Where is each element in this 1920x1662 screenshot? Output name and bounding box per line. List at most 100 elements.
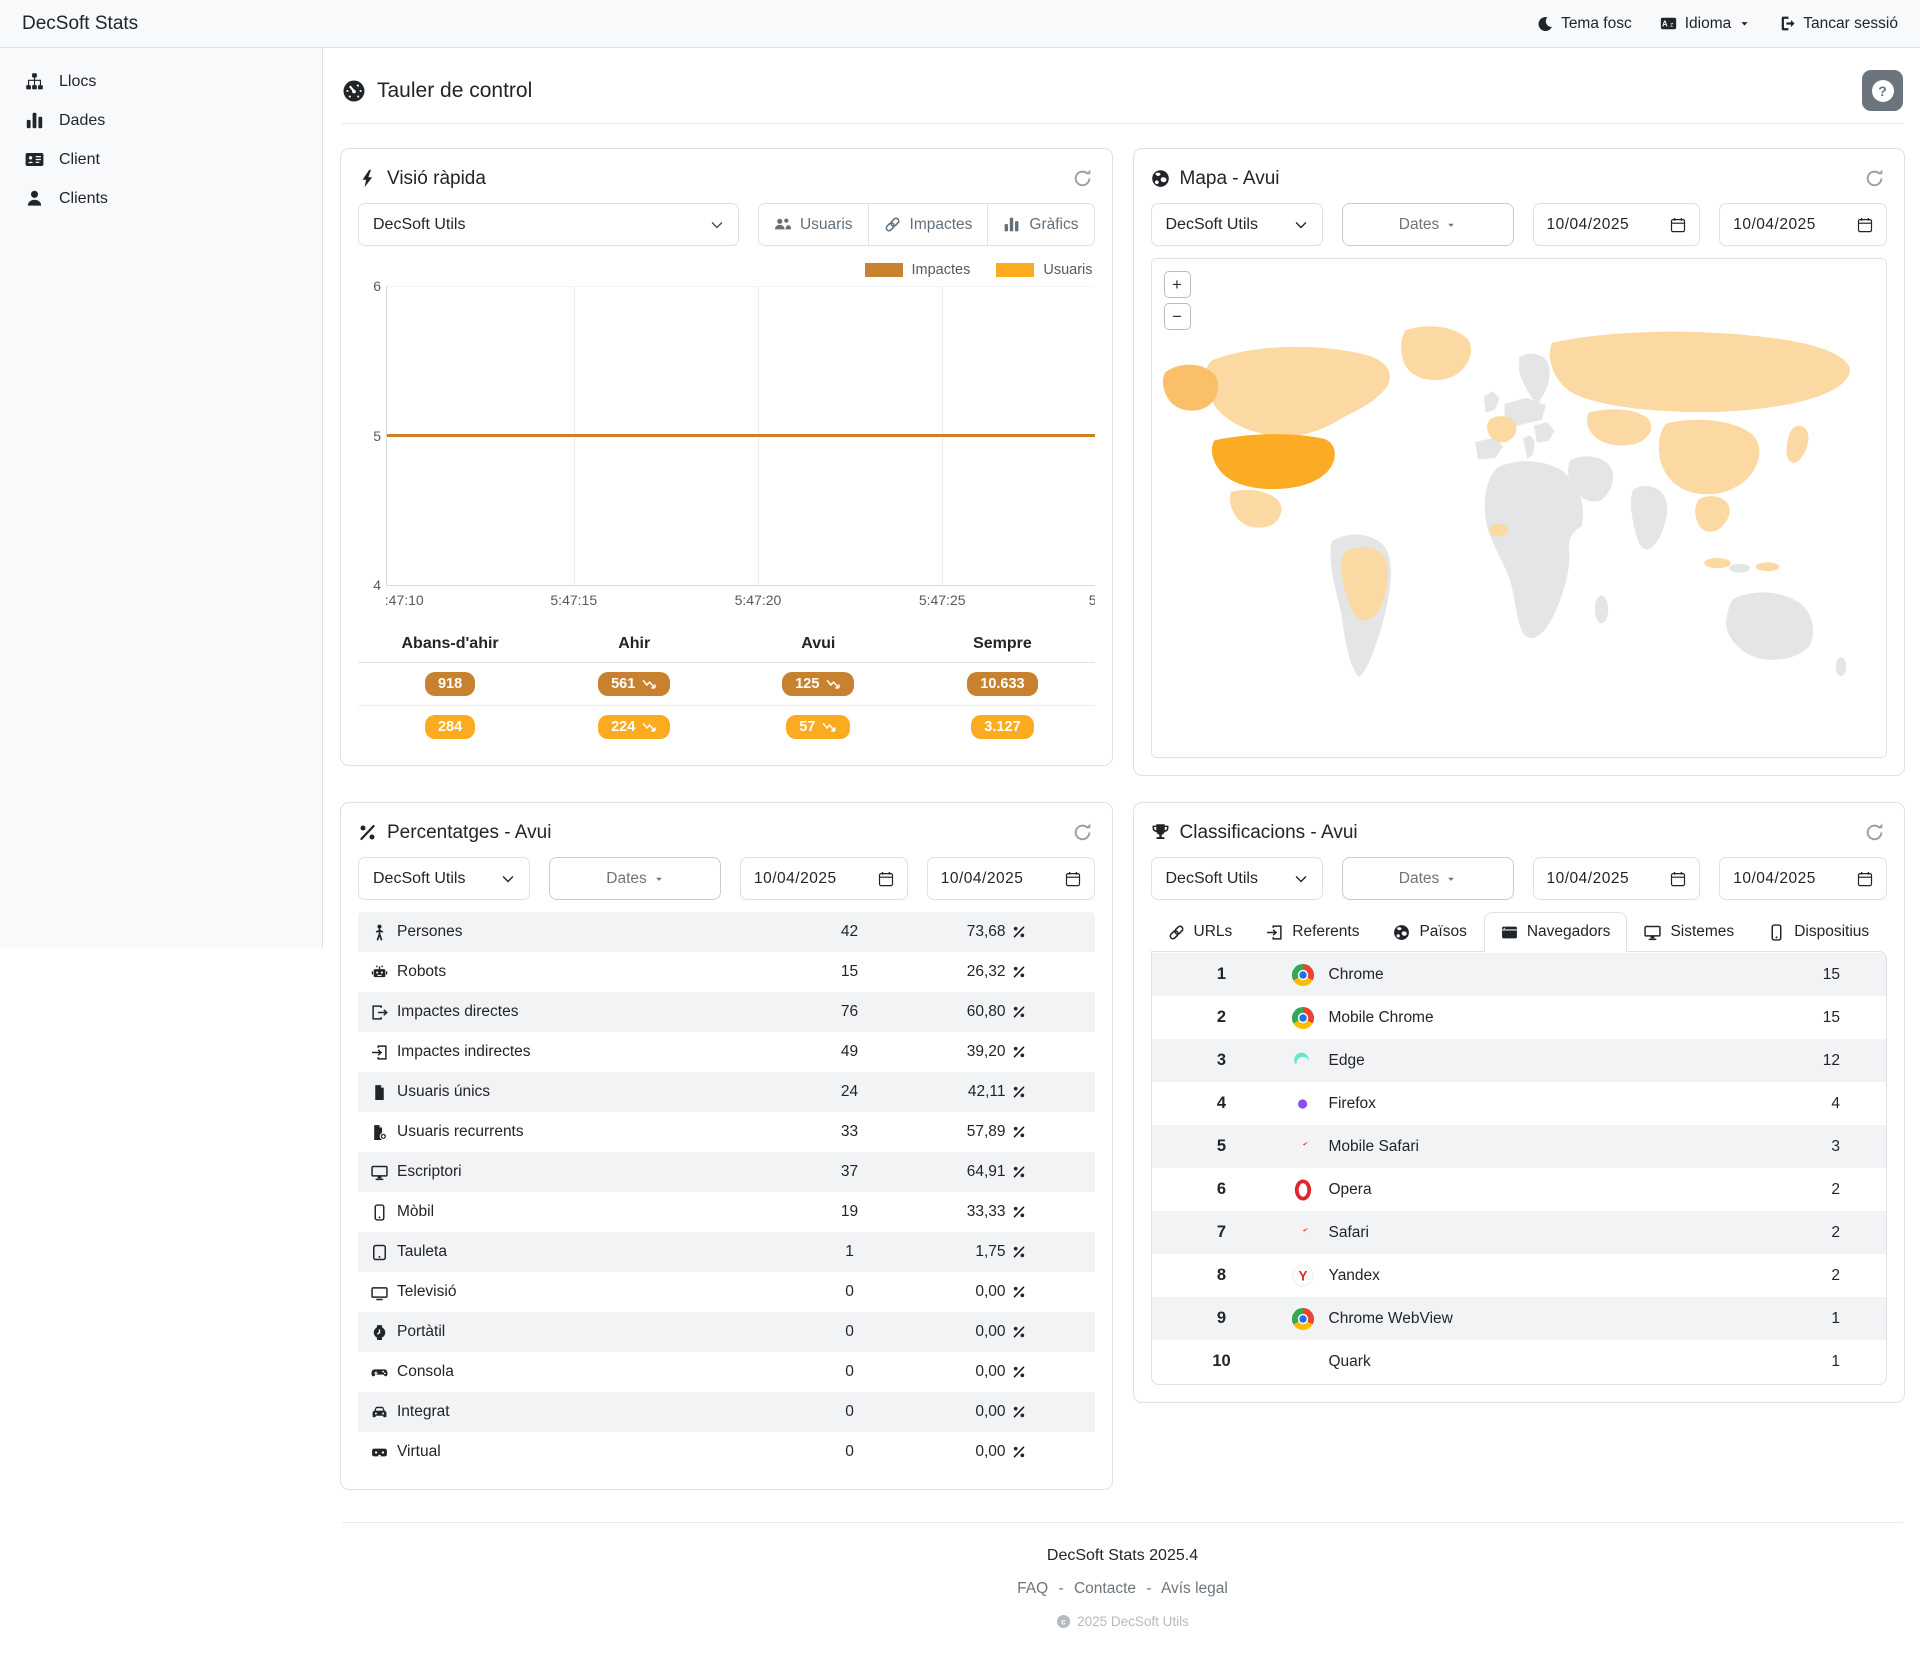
column-header: Sempre bbox=[973, 635, 1032, 652]
lightning-icon bbox=[358, 169, 377, 188]
language-menu-label: Idioma bbox=[1684, 14, 1732, 32]
contact-link[interactable]: Contacte bbox=[1073, 1580, 1136, 1597]
refresh-button[interactable] bbox=[1070, 166, 1095, 191]
phone-icon bbox=[1768, 924, 1785, 941]
legal-link[interactable]: Avís legal bbox=[1160, 1580, 1228, 1597]
percent-icon bbox=[1012, 1325, 1026, 1339]
divider bbox=[342, 1522, 1903, 1523]
sidebar-item-label: Dades bbox=[59, 111, 106, 129]
controller-icon bbox=[371, 1364, 388, 1381]
tab-sistemes[interactable]: Sistemes bbox=[1627, 912, 1751, 952]
tab-navegadors[interactable]: Navegadors bbox=[1483, 912, 1628, 952]
date-to-input[interactable]: 10/04/2025 bbox=[1719, 203, 1887, 246]
map-zoom-in-button[interactable]: + bbox=[1163, 271, 1191, 298]
dates-dropdown-button[interactable]: Dates bbox=[1341, 857, 1514, 900]
display-icon bbox=[1644, 924, 1661, 941]
table-row: Consola 0 0,00 bbox=[358, 1352, 1095, 1392]
chart-legend: Impactes Usuaris bbox=[358, 258, 1093, 282]
theme-toggle[interactable]: Tema fosc bbox=[1537, 15, 1632, 33]
page-title: Tauler de control bbox=[342, 79, 532, 103]
phone-icon bbox=[371, 1204, 388, 1221]
impactes-badge: 918 bbox=[424, 672, 476, 696]
site-select[interactable]: DecSoft Utils bbox=[358, 857, 530, 900]
tab-referents[interactable]: Referents bbox=[1249, 912, 1376, 952]
impactes-view-button[interactable]: Impactes bbox=[867, 203, 989, 246]
percent-icon bbox=[1012, 1245, 1026, 1259]
person-icon bbox=[371, 924, 388, 941]
sidebar-item-dades[interactable]: Dades bbox=[0, 101, 322, 140]
app-version: DecSoft Stats 2025.4 bbox=[1046, 1547, 1199, 1564]
table-row: Usuaris únics 24 42,11 bbox=[358, 1072, 1095, 1112]
refresh-icon bbox=[1864, 168, 1885, 189]
trend-down-icon bbox=[826, 678, 841, 691]
column-header: Avui bbox=[801, 635, 836, 652]
tv-icon bbox=[371, 1284, 388, 1301]
rankings-tabs: URLs Referents Països Navegadors bbox=[1151, 912, 1888, 952]
help-button[interactable]: ? bbox=[1862, 70, 1903, 111]
legend-impactes: Impactes bbox=[864, 262, 970, 278]
sidebar-item-client[interactable]: Client bbox=[0, 140, 322, 179]
percent-icon bbox=[1012, 1365, 1026, 1379]
grafics-view-button[interactable]: Gràfics bbox=[987, 203, 1095, 246]
dates-dropdown-button[interactable]: Dates bbox=[1341, 203, 1514, 246]
sidebar-item-label: Clients bbox=[59, 189, 108, 207]
table-row: Virtual 0 0,00 bbox=[358, 1432, 1095, 1472]
logout-button[interactable]: Tancar sessió bbox=[1778, 15, 1898, 33]
faq-link[interactable]: FAQ bbox=[1017, 1580, 1049, 1597]
caret-down-icon bbox=[1739, 18, 1750, 29]
date-to-input[interactable]: 10/04/2025 bbox=[1719, 857, 1887, 900]
refresh-button[interactable] bbox=[1862, 166, 1887, 191]
calendar-icon bbox=[1065, 871, 1081, 887]
x-tick: 5:47:20 bbox=[734, 592, 782, 608]
impactes-row: 918 561 125 10.633 bbox=[358, 663, 1095, 706]
box-arrow-in-right-icon bbox=[371, 1044, 388, 1061]
sidebar-item-llocs[interactable]: Llocs bbox=[0, 62, 322, 101]
tab-urls[interactable]: URLs bbox=[1151, 912, 1250, 952]
edge-logo-icon bbox=[1292, 1050, 1314, 1072]
display-icon bbox=[371, 1164, 388, 1181]
link-icon bbox=[1168, 924, 1185, 941]
tablet-icon bbox=[371, 1244, 388, 1261]
y-tick: 5 bbox=[373, 427, 381, 444]
calendar-icon bbox=[878, 871, 894, 887]
copyright-icon bbox=[1056, 1614, 1071, 1629]
sitemap-icon bbox=[25, 72, 44, 91]
refresh-button[interactable] bbox=[1070, 820, 1095, 845]
x-tick: 5 bbox=[1088, 592, 1095, 608]
site-select[interactable]: DecSoft Utils bbox=[358, 203, 739, 246]
table-row: 10 Quark 1 bbox=[1152, 1340, 1887, 1383]
table-row: Impactes indirectes 49 39,20 bbox=[358, 1032, 1095, 1072]
firefox-logo-icon bbox=[1292, 1093, 1314, 1115]
refresh-button[interactable] bbox=[1862, 820, 1887, 845]
chrome-logo-icon bbox=[1292, 964, 1314, 986]
x-tick: 5:47:25 bbox=[918, 592, 966, 608]
date-from-input[interactable]: 10/04/2025 bbox=[740, 857, 908, 900]
percent-icon bbox=[1012, 925, 1026, 939]
tab-paisos[interactable]: Països bbox=[1376, 912, 1483, 952]
summary-table: Abans-d'ahir Ahir Avui Sempre 918 561 12… bbox=[358, 626, 1095, 748]
tab-dispositius[interactable]: Dispositius bbox=[1751, 912, 1886, 952]
world-map[interactable]: + − bbox=[1150, 258, 1887, 758]
usuaris-view-button[interactable]: Usuaris bbox=[757, 203, 869, 246]
dates-dropdown-button[interactable]: Dates bbox=[549, 857, 721, 900]
usuaris-swatch bbox=[996, 263, 1035, 277]
site-select[interactable]: DecSoft Utils bbox=[1150, 203, 1323, 246]
date-from-input[interactable]: 10/04/2025 bbox=[1532, 857, 1701, 900]
table-row: 7 Safari 2 bbox=[1151, 1211, 1886, 1254]
table-row: Usuaris recurrents 33 57,89 bbox=[358, 1112, 1095, 1152]
sidebar-item-clients[interactable]: Clients bbox=[0, 179, 322, 218]
impactes-series-line bbox=[387, 433, 1095, 437]
site-select[interactable]: DecSoft Utils bbox=[1150, 857, 1323, 900]
date-to-input[interactable]: 10/04/2025 bbox=[926, 857, 1095, 900]
table-row: Persones 42 73,68 bbox=[358, 912, 1095, 952]
x-tick: 5:47:10 bbox=[386, 592, 424, 608]
y-tick: 6 bbox=[373, 278, 381, 294]
table-row: Tauleta 1 1,75 bbox=[358, 1232, 1095, 1272]
language-menu[interactable]: Idioma bbox=[1660, 15, 1751, 33]
map-zoom-out-button[interactable]: − bbox=[1163, 303, 1191, 330]
date-from-input[interactable]: 10/04/2025 bbox=[1532, 203, 1701, 246]
bar-chart-icon bbox=[25, 111, 44, 130]
quark-logo-icon bbox=[1292, 1351, 1314, 1373]
person-icon bbox=[25, 189, 44, 208]
impactes-badge: 10.633 bbox=[967, 672, 1038, 696]
